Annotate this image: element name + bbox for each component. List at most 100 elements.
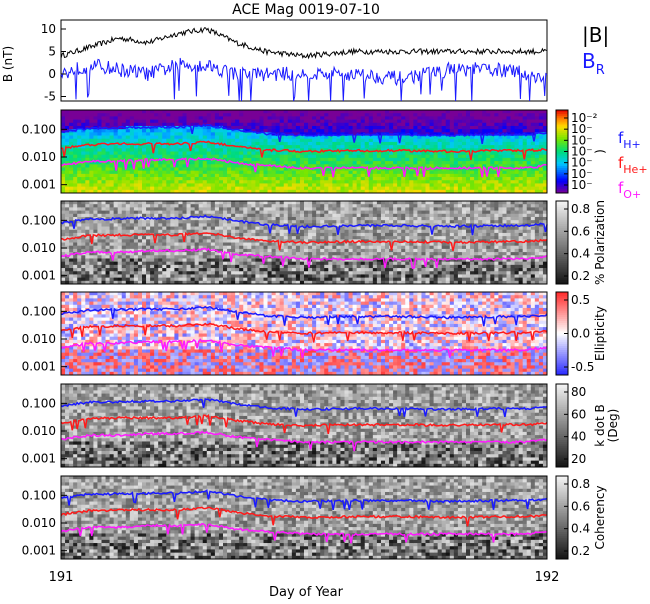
power-heatmap-cell xyxy=(166,129,170,133)
power-heatmap-cell xyxy=(85,145,89,149)
power-heatmap-cell xyxy=(519,136,523,140)
power-heatmap-cell xyxy=(498,187,502,191)
power-heatmap-cell xyxy=(324,120,328,124)
polarization-heatmap-cell xyxy=(211,265,215,269)
power-heatmap-cell xyxy=(409,120,413,124)
polarization-heatmap-cell xyxy=(170,230,174,234)
polarization-heatmap-cell xyxy=(284,217,288,221)
power-heatmap-cell xyxy=(142,174,146,178)
power-heatmap-cell xyxy=(482,126,486,130)
polarization-heatmap-cell xyxy=(150,268,154,272)
power-heatmap-cell xyxy=(255,155,259,159)
power-heatmap-cell xyxy=(328,110,332,114)
polarization-heatmap-cell xyxy=(239,207,243,211)
polarization-heatmap-cell xyxy=(195,255,199,259)
polarization-heatmap-cell xyxy=(110,243,114,247)
polarization-heatmap-cell xyxy=(211,236,215,240)
power-heatmap-cell xyxy=(426,139,430,143)
power-heatmap-cell xyxy=(110,183,114,187)
polarization-heatmap-cell xyxy=(292,271,296,275)
power-heatmap-cell xyxy=(203,132,207,136)
polarization-heatmap-cell xyxy=(73,246,77,250)
power-heatmap-cell xyxy=(272,161,276,165)
power-heatmap-cell xyxy=(170,129,174,133)
polarization-heatmap-cell xyxy=(312,211,316,215)
power-heatmap-cell xyxy=(288,110,292,114)
power-heatmap-cell xyxy=(332,139,336,143)
power-heatmap-cell xyxy=(446,123,450,127)
polarization-heatmap-cell xyxy=(288,249,292,253)
power-heatmap-cell xyxy=(85,136,89,140)
polarization-heatmap-cell xyxy=(114,214,118,218)
power-heatmap-cell xyxy=(345,139,349,143)
power-heatmap-cell xyxy=(166,123,170,127)
power-heatmap-cell xyxy=(272,120,276,124)
polarization-heatmap-cell xyxy=(118,243,122,247)
polarization-heatmap-cell xyxy=(312,262,316,266)
power-heatmap-cell xyxy=(239,152,243,156)
power-heatmap-cell xyxy=(280,171,284,175)
power-heatmap-cell xyxy=(539,174,543,178)
power-heatmap-cell xyxy=(328,145,332,149)
power-heatmap-cell xyxy=(328,120,332,124)
power-heatmap-cell xyxy=(523,129,527,133)
polarization-heatmap-cell xyxy=(300,236,304,240)
power-heatmap-cell xyxy=(324,161,328,165)
power-heatmap-cell xyxy=(199,174,203,178)
polarization-heatmap-cell xyxy=(296,262,300,266)
polarization-heatmap-cell xyxy=(114,239,118,243)
polarization-heatmap-cell xyxy=(183,204,187,208)
power-heatmap-cell xyxy=(502,120,506,124)
power-heatmap-cell xyxy=(154,183,158,187)
power-heatmap-cell xyxy=(166,116,170,120)
power-heatmap-cell xyxy=(61,180,65,184)
polarization-heatmap-cell xyxy=(191,265,195,269)
polarization-heatmap-cell xyxy=(239,258,243,262)
power-heatmap-cell xyxy=(191,167,195,171)
power-heatmap-cell xyxy=(207,116,211,120)
power-heatmap-cell xyxy=(134,116,138,120)
polarization-heatmap-cell xyxy=(227,268,231,272)
power-heatmap-cell xyxy=(490,177,494,181)
polarization-heatmap-cell xyxy=(118,223,122,227)
power-heatmap-cell xyxy=(466,161,470,165)
power-heatmap-cell xyxy=(166,110,170,114)
polarization-heatmap-cell xyxy=(219,239,223,243)
power-heatmap-cell xyxy=(494,155,498,159)
power-heatmap-cell xyxy=(183,145,187,149)
power-heatmap-cell xyxy=(276,183,280,187)
power-heatmap-cell xyxy=(211,120,215,124)
power-heatmap-cell xyxy=(247,158,251,162)
power-heatmap-cell xyxy=(272,142,276,146)
power-heatmap-cell xyxy=(259,120,263,124)
power-heatmap-cell xyxy=(511,171,515,175)
power-heatmap-cell xyxy=(417,126,421,130)
power-heatmap-cell xyxy=(332,187,336,191)
power-heatmap-cell xyxy=(187,174,191,178)
polarization-heatmap-cell xyxy=(134,262,138,266)
power-heatmap-cell xyxy=(138,183,142,187)
power-heatmap-cell xyxy=(381,187,385,191)
power-heatmap-cell xyxy=(231,174,235,178)
polarization-heatmap-cell xyxy=(223,278,227,282)
power-heatmap-cell xyxy=(353,116,357,120)
polarization-heatmap-cell xyxy=(320,204,324,208)
power-heatmap-cell xyxy=(150,116,154,120)
power-heatmap-cell xyxy=(93,171,97,175)
power-heatmap-cell xyxy=(434,155,438,159)
polarization-heatmap-cell xyxy=(296,217,300,221)
power-heatmap-cell xyxy=(174,132,178,136)
polarization-heatmap-cell xyxy=(312,233,316,237)
power-heatmap-cell xyxy=(531,113,535,117)
power-heatmap-cell xyxy=(434,113,438,117)
polarization-heatmap-cell xyxy=(328,271,332,275)
polarization-heatmap-cell xyxy=(110,262,114,266)
polarization-heatmap-cell xyxy=(268,214,272,218)
power-heatmap-cell xyxy=(454,145,458,149)
power-heatmap-cell xyxy=(280,161,284,165)
polarization-heatmap-cell xyxy=(316,217,320,221)
power-heatmap-cell xyxy=(349,155,353,159)
power-heatmap-cell xyxy=(110,180,114,184)
polarization-heatmap-cell xyxy=(93,243,97,247)
power-heatmap-cell xyxy=(118,116,122,120)
